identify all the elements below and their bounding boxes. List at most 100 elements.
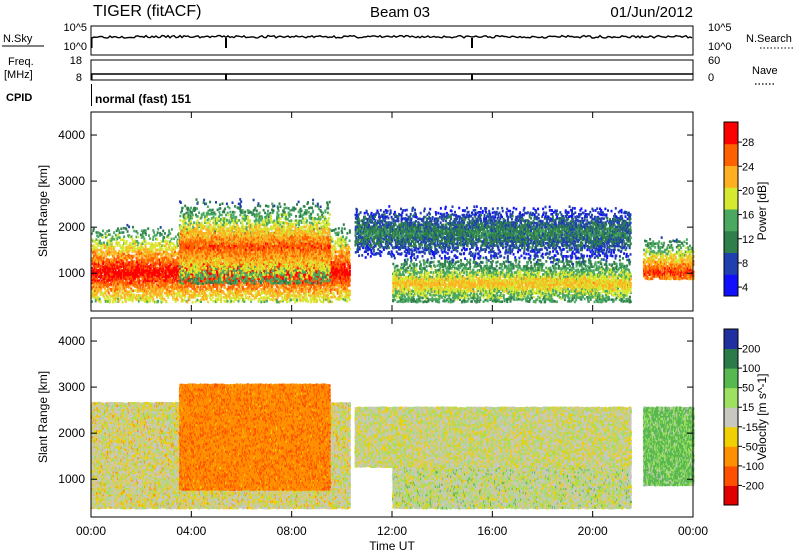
heatmap-cell <box>120 288 122 291</box>
heatmap-cell <box>95 261 97 264</box>
heatmap-cell <box>192 296 194 299</box>
heatmap-cell <box>152 238 154 241</box>
heatmap-cell <box>93 228 95 231</box>
heatmap-cell <box>162 230 164 233</box>
heatmap-cell <box>207 301 209 304</box>
heatmap-cell <box>186 301 188 304</box>
heatmap-cell <box>212 296 214 299</box>
heatmap-cell <box>156 234 158 237</box>
heatmap-cell <box>152 298 154 301</box>
heatmap-cell <box>157 228 159 231</box>
heatmap-cell <box>97 245 99 248</box>
freq-unit-label: [MHz] <box>4 69 33 81</box>
heatmap-cell <box>157 231 159 234</box>
heatmap-cell <box>140 234 142 237</box>
heatmap-cell <box>169 232 171 235</box>
nsky-trace <box>91 36 692 49</box>
heatmap-cell <box>173 254 175 257</box>
heatmap-cell <box>128 226 130 229</box>
heatmap-cell <box>118 242 120 245</box>
heatmap-cell <box>133 230 135 233</box>
heatmap-cell <box>177 292 179 295</box>
heatmap-cell <box>204 286 206 289</box>
heatmap-cell <box>134 289 136 292</box>
heatmap-cell <box>220 301 222 304</box>
heatmap-cell <box>175 236 177 239</box>
heatmap-cell <box>132 290 134 293</box>
heatmap-cell <box>105 255 107 258</box>
heatmap-cell <box>174 248 176 251</box>
heatmap-cell <box>135 248 137 251</box>
heatmap-cell <box>217 296 219 299</box>
heatmap-cell <box>203 290 205 293</box>
heatmap-cell <box>133 293 135 296</box>
heatmap-cell <box>120 228 122 231</box>
heatmap-cell <box>221 296 223 299</box>
heatmap-cell <box>108 287 110 290</box>
heatmap-cell <box>133 254 135 257</box>
heatmap-cell <box>148 234 150 237</box>
heatmap-cell <box>166 273 168 276</box>
heatmap-cell <box>227 300 229 303</box>
heatmap-cell <box>194 296 196 299</box>
heatmap-cell <box>122 247 124 250</box>
heatmap-cell <box>111 238 113 241</box>
heatmap-cell <box>117 294 119 297</box>
heatmap-cell <box>105 298 107 301</box>
heatmap-cell <box>197 286 199 289</box>
heatmap-cell <box>130 247 132 250</box>
heatmap-cell <box>217 286 219 289</box>
heatmap-cell <box>100 247 102 250</box>
beam-title: Beam 03 <box>370 4 430 21</box>
heatmap-cell <box>120 294 122 297</box>
heatmap-cell <box>131 235 133 238</box>
heatmap-cell <box>146 280 148 283</box>
heatmap-cell <box>130 276 132 279</box>
heatmap-cell <box>134 245 136 248</box>
heatmap-cell <box>137 236 139 239</box>
heatmap-cell <box>184 296 186 299</box>
nsky-tick-bottom: 10^0 <box>63 41 87 53</box>
heatmap-cell <box>183 299 185 302</box>
heatmap-cell <box>125 242 127 245</box>
heatmap-cell <box>176 294 178 297</box>
heatmap-cell <box>156 244 158 247</box>
heatmap-cell <box>110 299 112 302</box>
heatmap-cell <box>161 296 163 299</box>
heatmap-cell <box>99 261 101 264</box>
heatmap-cell <box>161 233 163 236</box>
heatmap-cell <box>115 234 117 237</box>
heatmap-cell <box>155 301 157 304</box>
station-title: TIGER (fitACF) <box>93 3 201 20</box>
heatmap-cell <box>105 261 107 264</box>
heatmap-cell <box>156 238 158 241</box>
heatmap-cell <box>118 229 120 232</box>
heatmap-cell <box>113 238 115 241</box>
heatmap-cell <box>99 240 101 243</box>
heatmap-cell <box>188 299 190 302</box>
heatmap-cell <box>147 290 149 293</box>
heatmap-cell <box>95 274 97 277</box>
heatmap-cell <box>121 231 123 234</box>
nsky-tick-top: 10^5 <box>63 22 87 34</box>
heatmap-cell <box>104 253 106 256</box>
heatmap-cell <box>171 294 173 297</box>
heatmap-cell <box>119 290 121 293</box>
heatmap-cell <box>171 242 173 245</box>
heatmap-cell <box>110 248 112 251</box>
heatmap-cell <box>117 244 119 247</box>
heatmap-cell <box>109 233 111 236</box>
heatmap-cell <box>97 249 99 252</box>
heatmap-cell <box>100 288 102 291</box>
heatmap-cell <box>220 288 222 291</box>
heatmap-cell <box>150 292 152 295</box>
heatmap-cell <box>122 301 124 304</box>
heatmap-cell <box>132 300 134 303</box>
heatmap-cell <box>111 251 113 254</box>
nave-tick-bottom: 0 <box>708 72 714 84</box>
heatmap-cell <box>171 228 173 231</box>
heatmap-cell <box>137 242 139 245</box>
heatmap-cell <box>100 301 102 304</box>
heatmap-cell <box>113 288 115 291</box>
heatmap-cell <box>137 232 139 235</box>
